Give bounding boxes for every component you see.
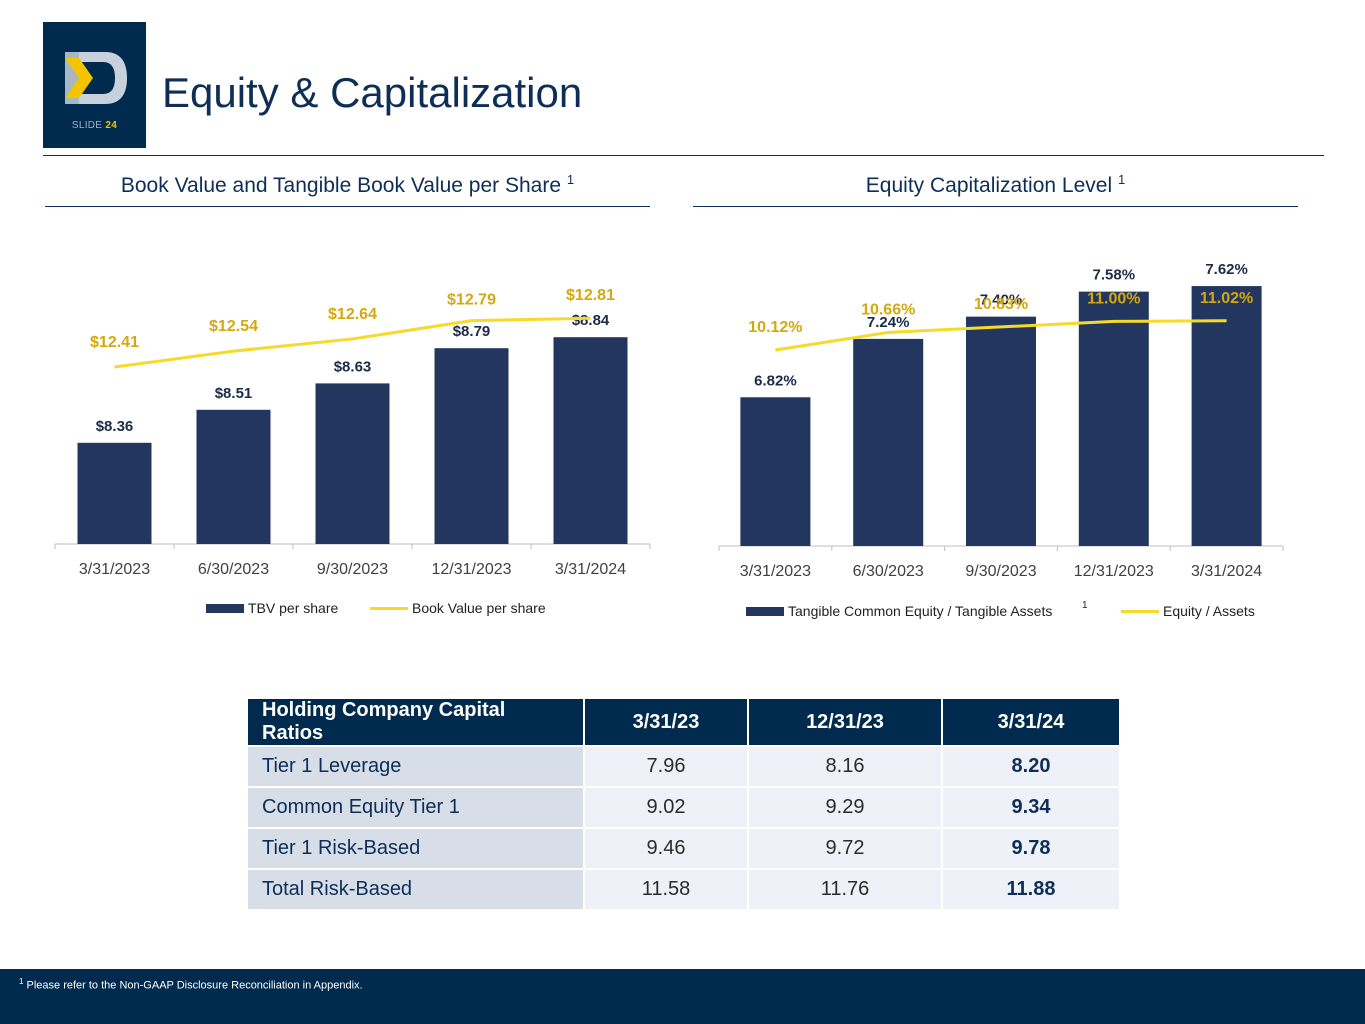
bar-data-label: $8.84 — [572, 312, 610, 329]
x-tick-label: 3/31/2023 — [740, 563, 811, 580]
table-cell: 9.02 — [584, 786, 749, 828]
line-data-label: $12.64 — [328, 306, 377, 323]
table-header-date: 12/31/23 — [748, 699, 943, 746]
bar — [1191, 286, 1262, 546]
legend-label-line: Equity / Assets — [1163, 603, 1255, 619]
company-logo: SLIDE 24 — [43, 22, 146, 148]
table-cell: 9.29 — [748, 786, 943, 828]
bar-data-label: 7.40% — [980, 292, 1023, 309]
row-label: Tier 1 Leverage — [248, 745, 585, 787]
bar-data-label: $8.36 — [96, 418, 134, 435]
line-data-label: 11.02% — [1200, 290, 1253, 307]
slide-number-value: 24 — [105, 120, 118, 131]
table-cell: 9.46 — [584, 827, 749, 869]
line-series — [114, 316, 591, 369]
bar-data-label: 7.58% — [1093, 267, 1136, 284]
x-tick-label: 3/31/2023 — [79, 561, 150, 578]
x-tick-label: 6/30/2023 — [853, 563, 924, 580]
table-header-date: 3/31/24 — [942, 699, 1121, 746]
x-tick-label: 9/30/2023 — [317, 561, 388, 578]
x-tick-label: 9/30/2023 — [965, 563, 1036, 580]
table-cell: 9.72 — [748, 827, 943, 869]
x-tick-label: 12/31/2023 — [431, 561, 511, 578]
x-tick-label: 3/31/2024 — [1191, 563, 1262, 580]
bar — [77, 442, 152, 544]
footnote: 1 Please refer to the Non-GAAP Disclosur… — [19, 977, 363, 992]
table-row: Total Risk-Based 11.58 11.76 11.88 — [248, 868, 1121, 909]
left-chart-title: Book Value and Tangible Book Value per S… — [45, 172, 650, 198]
left-chart-title-text: Book Value and Tangible Book Value per S… — [120, 174, 562, 197]
left-chart-title-footnote: 1 — [566, 172, 575, 187]
line-data-label: 10.83% — [974, 296, 1028, 313]
bar-data-label: $8.63 — [334, 358, 372, 375]
right-chart-title-text: Equity Capitalization Level — [865, 174, 1113, 197]
table-cell: 9.34 — [942, 786, 1121, 828]
logo-mark-icon — [65, 52, 127, 104]
table-cell: 7.96 — [584, 745, 749, 787]
line-data-label: $12.79 — [447, 292, 496, 309]
legend-label-line: Book Value per share — [412, 600, 546, 616]
bar-data-label: $8.51 — [215, 385, 253, 402]
left-chart-title-rule — [45, 206, 650, 207]
table-row: Tier 1 Risk-Based 9.46 9.72 9.78 — [248, 827, 1121, 869]
footnote-marker: 1 — [19, 977, 24, 986]
table-row: Tier 1 Leverage 7.96 8.16 8.20 — [248, 745, 1121, 787]
footer-bar — [0, 969, 1365, 1024]
title-divider — [43, 155, 1324, 156]
page-title: Equity & Capitalization — [162, 69, 583, 116]
table-cell: 8.20 — [942, 745, 1121, 787]
table-header-date: 3/31/23 — [584, 699, 749, 746]
line-series — [775, 319, 1227, 352]
row-label: Tier 1 Risk-Based — [248, 827, 585, 869]
bar-data-label: $8.79 — [453, 323, 491, 340]
bar — [740, 397, 811, 546]
capital-ratios-table: Holding Company Capital Ratios 3/31/23 1… — [248, 699, 1121, 909]
row-label: Total Risk-Based — [248, 868, 585, 909]
row-label: Common Equity Tier 1 — [248, 786, 585, 828]
legend-label-bar: Tangible Common Equity / Tangible Assets — [788, 603, 1052, 619]
equity-capitalization-chart: 6.82% 7.24% 7.40% 7.58% 7.62% 10.12% 10.66% 10.… — [718, 261, 1284, 619]
table-cell: 11.58 — [584, 868, 749, 909]
line-data-label: $12.81 — [566, 287, 615, 304]
bar-data-label: 7.24% — [867, 314, 910, 331]
bar — [966, 316, 1036, 546]
x-tick-label: 6/30/2023 — [198, 561, 269, 578]
line-data-label: 10.66% — [861, 301, 915, 318]
x-tick-label: 3/31/2024 — [555, 561, 626, 578]
bar — [196, 409, 271, 544]
table-cell: 11.88 — [942, 868, 1121, 909]
right-chart-title-footnote: 1 — [1117, 172, 1126, 187]
line-data-label: 10.12% — [748, 319, 802, 336]
legend-footnote-marker: 1 — [1082, 600, 1088, 611]
bar-data-label: 6.82% — [754, 372, 797, 389]
line-data-label: 11.00% — [1087, 290, 1140, 307]
line-data-label: $12.41 — [90, 334, 139, 351]
x-tick-label: 12/31/2023 — [1074, 563, 1154, 580]
legend-label-bar: TBV per share — [248, 600, 338, 616]
bar — [553, 337, 628, 544]
legend-swatch-bar — [206, 604, 244, 613]
table-cell: 9.78 — [942, 827, 1121, 869]
table-cell: 8.16 — [748, 745, 943, 787]
bar — [434, 348, 509, 544]
table-header-label: Holding Company Capital Ratios — [248, 699, 585, 746]
legend-swatch-bar — [746, 607, 784, 616]
table-header-row: Holding Company Capital Ratios 3/31/23 1… — [248, 699, 1121, 746]
book-value-chart: $8.36 $8.51 $8.63 $8.79 $8.84 $12.41 $12.54 $12… — [54, 287, 651, 616]
table-row: Common Equity Tier 1 9.02 9.29 9.34 — [248, 786, 1121, 828]
line-data-label: $12.54 — [209, 318, 258, 335]
bar — [853, 338, 924, 546]
right-chart-title: Equity Capitalization Level 1 — [693, 172, 1298, 198]
bar — [1078, 291, 1149, 546]
bar — [315, 383, 390, 544]
footnote-text: Please refer to the Non-GAAP Disclosure … — [26, 979, 363, 992]
table-cell: 11.76 — [748, 868, 943, 909]
bar-data-label: 7.62% — [1205, 261, 1248, 278]
right-chart-title-rule — [693, 206, 1298, 207]
slide-number: SLIDE 24 — [43, 120, 146, 131]
slide-label: SLIDE — [71, 120, 103, 131]
